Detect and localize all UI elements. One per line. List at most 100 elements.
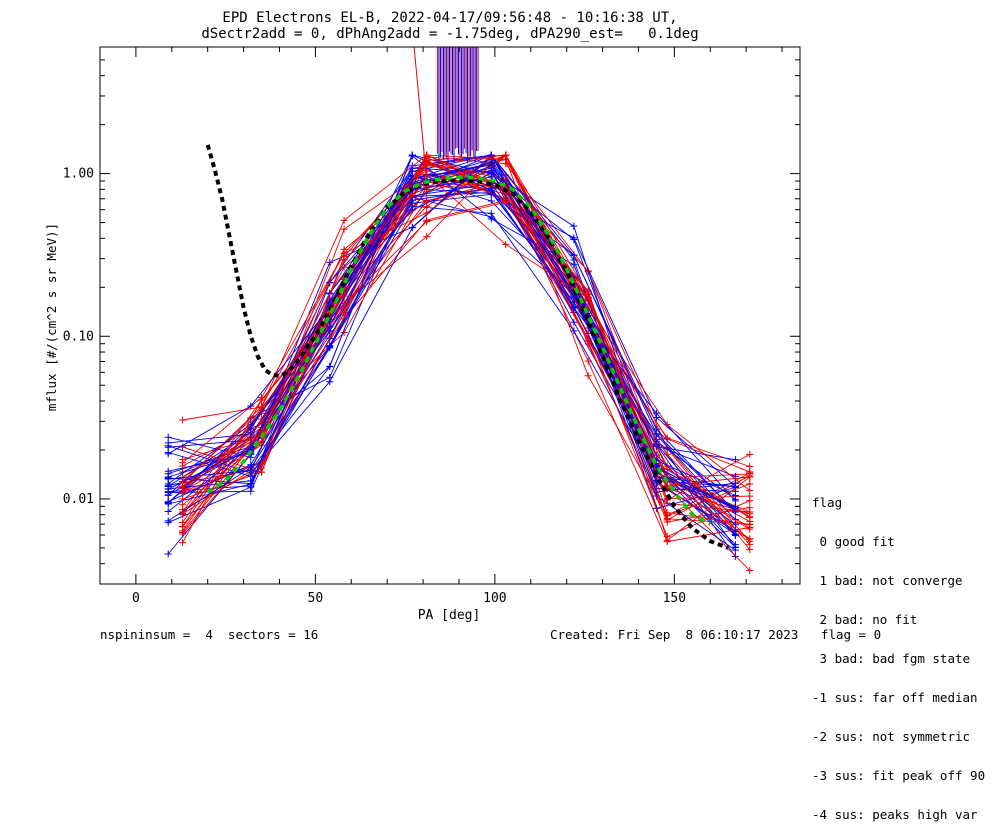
x-tick-label: 150 [663,591,686,606]
data-point [247,464,255,472]
legend-title: flag [812,495,843,510]
trace-line [182,154,750,528]
data-point [423,209,431,217]
data-point [423,233,431,241]
data-point [663,465,671,473]
data-point [570,251,578,259]
data-point [408,224,416,232]
fit-curve [206,175,712,526]
data-point [570,234,578,242]
data-point [340,263,348,271]
data-point [247,402,255,410]
x-axis-label: PA [deg] [418,608,481,623]
data-point [731,527,739,535]
data-point [487,197,495,205]
data-point [663,533,671,541]
data-point [746,473,754,481]
data-point [731,553,739,561]
trace-line [182,163,750,518]
legend-item: 2 bad: no fit [812,612,918,627]
x-tick-label: 50 [308,591,324,606]
data-point [652,409,660,417]
data-point [179,416,187,424]
trace-blue [164,172,739,561]
trace-line [182,155,750,491]
trace-line [168,205,736,488]
data-point [731,521,739,529]
legend-item: -2 sus: not symmetric [812,729,971,744]
data-point [179,459,187,467]
trace-line [168,154,736,513]
spike-line [413,47,428,182]
x-tick-label: 0 [132,591,140,606]
data-layer [164,47,754,574]
data-point [408,179,416,187]
y-tick-label: 1.00 [63,167,94,182]
trace-red [179,160,754,522]
axes-layer: 0 50 100 150 0.01 0.10 1.00 [63,46,801,606]
data-point [502,198,510,206]
trace-line [168,154,736,509]
trace-line [182,154,750,538]
data-point [408,152,416,160]
data-point [570,318,578,326]
data-point [340,225,348,233]
x-tick-label: 100 [483,591,506,606]
y-tick-label: 0.10 [63,329,94,344]
data-point [731,491,739,499]
data-point [164,475,172,483]
data-point [164,485,172,493]
trace-line [182,181,750,513]
data-point [326,258,334,266]
data-point [423,218,431,226]
data-point [731,483,739,491]
data-point [164,550,172,558]
model-curve [205,144,729,550]
data-point [746,480,754,488]
trace-line [182,154,751,571]
data-point [258,419,266,427]
data-point [663,512,671,520]
data-point [746,492,754,500]
data-point [584,303,592,311]
trace-line [167,172,736,555]
data-point [487,184,495,192]
legend-item: 1 bad: not converge [812,573,963,588]
legend-item: -1 sus: far off median [812,690,978,705]
data-point [584,372,592,380]
data-point [258,403,266,411]
data-point [584,290,592,298]
data-point [340,245,348,253]
data-point [502,240,510,248]
data-point [746,520,754,528]
data-point [746,508,754,516]
chart-title: EPD Electrons EL-B, 2022-04-17/09:56:48 … [222,10,678,26]
data-point [652,435,660,443]
data-point [179,495,187,503]
legend-item: -4 sus: peaks high var [812,807,978,822]
data-point [247,472,255,480]
data-point [179,539,187,547]
trace-line [182,173,750,540]
data-point [164,517,172,525]
data-point [652,425,660,433]
legend-item: 3 bad: bad fgm state [812,651,971,666]
data-point [247,430,255,438]
legend-item: -3 sus: fit peak off 90 [812,768,986,783]
data-point [663,481,671,489]
y-tick-label: 0.01 [63,492,94,507]
data-point [746,450,754,458]
footer-left-info: nspininsum = 4 sectors = 16 [100,627,319,642]
data-point [340,253,348,261]
data-point [179,523,187,531]
flag-legend: flag 0 good fit 1 bad: not converge 2 ba… [812,470,985,834]
data-point [746,566,754,574]
data-point [164,500,172,508]
data-point [487,209,495,217]
legend-item: 0 good fit [812,534,895,549]
trace-red [179,153,754,554]
data-point [258,396,266,404]
data-point [258,468,266,476]
data-point [164,507,172,515]
data-point [731,546,739,554]
